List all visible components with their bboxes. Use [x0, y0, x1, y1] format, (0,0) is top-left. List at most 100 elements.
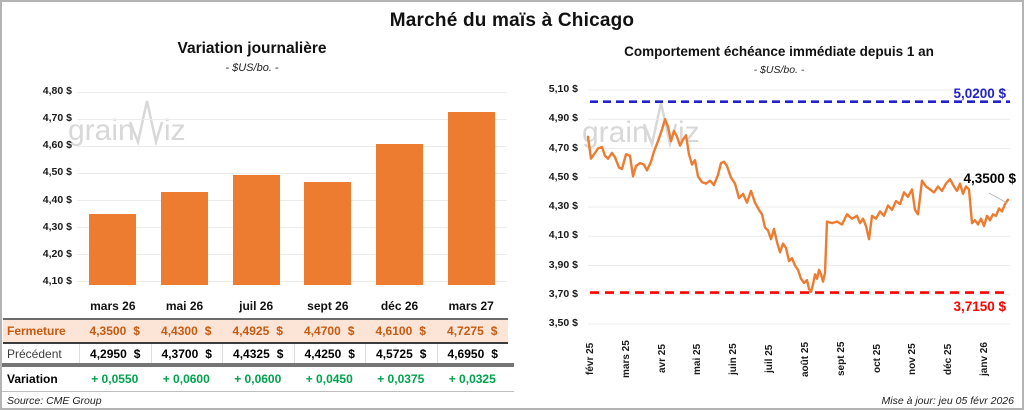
- bar-gridline: [77, 281, 507, 283]
- bar-gridline: [77, 227, 507, 229]
- table-cell: 4,4700 $: [294, 324, 366, 338]
- cell-unit: $: [205, 346, 212, 361]
- cell-value: 4,2950: [90, 346, 127, 361]
- table-divider-thin: [2, 391, 514, 392]
- page-title: Marché du maïs à Chicago: [389, 10, 635, 31]
- line-x-tick-label: juin 25: [728, 343, 740, 375]
- table-row-precedent: Précédent 4,2950 $4,3700 $ 4,4325 $4,4250 $4,…: [3, 344, 508, 363]
- line-chart-canvas: [586, 89, 1010, 325]
- cell-value: + 0,0600: [162, 371, 210, 386]
- cell-unit: $: [419, 324, 426, 338]
- svg-text:grain: grain: [582, 116, 649, 149]
- table-row-fermeture: Fermeture 4,3500 $4,4300 $4,4925 $ 4,4700 $4,…: [3, 318, 508, 344]
- bar: [161, 192, 208, 285]
- line-y-tick-label: 4,50 $: [548, 170, 578, 183]
- cell-value: + 0,0600: [234, 371, 282, 386]
- line-chart-title: Comportement échéance immédiate depuis 1…: [624, 44, 934, 59]
- cell-value: 4,4250: [304, 346, 342, 361]
- cell-unit: $: [490, 324, 498, 338]
- cell-unit: $: [133, 346, 141, 361]
- updated-note: Mise à jour: jeu 05 févr 2026: [881, 395, 1015, 407]
- bar-gridline: [77, 254, 507, 256]
- month-label: mars 27: [448, 299, 494, 313]
- support-value-label: 3,7150 $: [953, 299, 1006, 314]
- table-cell: + 0,0550: [79, 372, 151, 386]
- table-cell: 4,4250 $: [293, 344, 366, 363]
- cell-value: + 0,0450: [305, 371, 353, 386]
- table-cell: + 0,0600: [151, 372, 223, 386]
- bar-y-tick-label: 4,20 $: [42, 247, 72, 260]
- bar-gridline: [77, 200, 507, 202]
- cell-value: + 0,0550: [91, 371, 139, 386]
- bar-y-tick-label: 4,60 $: [42, 139, 72, 152]
- month-label: mai 26: [165, 299, 204, 313]
- table-cell: 4,3500 $: [79, 324, 151, 338]
- watermark-text-right: iz: [164, 114, 186, 147]
- bar-y-tick-label: 4,40 $: [42, 193, 72, 206]
- cell-value: 4,5725: [376, 346, 413, 361]
- table-cell: 4,6950 $: [436, 344, 509, 363]
- cell-value: + 0,0375: [377, 371, 425, 386]
- watermark-spark-icon: [128, 100, 164, 147]
- cell-value: 4,4300: [161, 324, 198, 338]
- bar: [232, 175, 280, 285]
- line-x-tick-label: juil 25: [764, 344, 776, 374]
- line-y-tick-label: 3,50 $: [548, 317, 578, 329]
- cell-value: 4,6100: [375, 324, 413, 338]
- cell-value: 4,4325: [233, 346, 270, 361]
- table-cell: + 0,0375: [365, 372, 437, 386]
- cell-unit: $: [204, 324, 212, 338]
- cell-unit: $: [276, 346, 284, 361]
- cell-unit: $: [348, 346, 355, 361]
- table-cell: + 0,0450: [294, 372, 366, 386]
- line-x-tick-label: mai 25: [692, 343, 704, 375]
- cell-value: 4,4700: [304, 324, 341, 338]
- table-cell: 4,5725 $: [365, 344, 437, 363]
- row-label-precedent: Précédent: [7, 346, 62, 361]
- row-label-fermeture: Fermeture: [7, 324, 66, 338]
- bar-y-tick-label: 4,50 $: [42, 166, 72, 179]
- bar-gridline: [77, 91, 507, 93]
- cell-unit: $: [419, 346, 427, 361]
- bar-gridline: [77, 118, 507, 120]
- bar-gridline: [77, 172, 507, 174]
- bar-y-tick-label: 4,70 $: [42, 112, 72, 125]
- month-label: sept 26: [307, 299, 349, 313]
- resistance-value-label: 5,0200 $: [953, 86, 1006, 101]
- bar-y-tick-label: 4,80 $: [42, 85, 72, 97]
- bar: [376, 143, 423, 285]
- cell-value: 4,3500: [89, 324, 127, 338]
- source-note: Source: CME Group: [7, 395, 102, 407]
- price-line-series: [586, 118, 1010, 293]
- table-cell: 4,3700 $: [150, 344, 223, 363]
- line-x-tick-label: août 25: [799, 341, 811, 377]
- table-cell: 4,4325 $: [222, 344, 294, 363]
- bar-y-tick-label: 4,10 $: [42, 274, 72, 287]
- line-y-tick-label: 3,90 $: [548, 258, 578, 271]
- last-price-label: 4,3500 $: [963, 171, 1016, 186]
- bar: [304, 181, 352, 285]
- table-cell: 4,4925 $: [222, 324, 294, 338]
- month-label: déc 26: [380, 299, 419, 313]
- cell-value: + 0,0325: [448, 371, 496, 386]
- grainwiz-watermark-left: grain iz: [68, 100, 186, 147]
- table-cell: 4,6100 $: [365, 324, 437, 338]
- bar: [89, 214, 137, 285]
- bar-gridline: [77, 145, 507, 147]
- table-cell: + 0,0600: [222, 372, 294, 386]
- line-x-tick-label: févr 25: [585, 342, 596, 376]
- table-cell: 4,2950 $: [79, 344, 151, 363]
- line-x-tick-label: sept 25: [835, 341, 847, 377]
- line-y-tick-label: 4,30 $: [548, 200, 578, 212]
- cell-unit: $: [133, 324, 140, 338]
- last-label-leader-line: [988, 192, 1008, 204]
- cell-unit: $: [347, 324, 355, 338]
- bar-y-tick-label: 4,30 $: [42, 220, 72, 233]
- cell-unit: $: [491, 346, 498, 361]
- line-x-tick-label: oct 25: [871, 344, 883, 374]
- bar: [447, 111, 495, 285]
- line-x-tick-label: déc 25: [943, 343, 955, 375]
- line-y-tick-label: 3,70 $: [548, 287, 578, 300]
- bar-chart-title: Variation journalière: [177, 40, 327, 57]
